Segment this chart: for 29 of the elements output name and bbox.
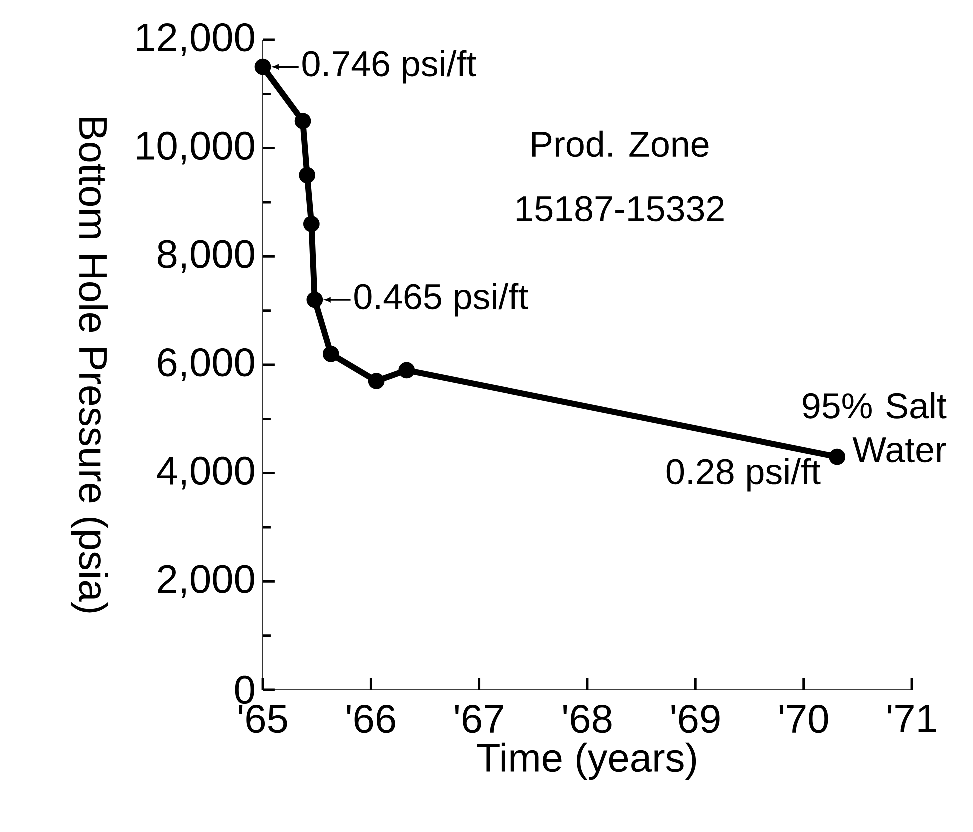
point bbox=[306, 292, 324, 308]
x-tick-label: '66 bbox=[347, 705, 396, 734]
annotation: 15187-15332 bbox=[516, 196, 724, 222]
y-tick-label: 6,000 bbox=[158, 348, 254, 382]
point bbox=[368, 373, 385, 390]
x-axis-title: Time (years) bbox=[477, 742, 696, 780]
y-tick-label: 12,000 bbox=[137, 24, 254, 56]
x-tick-label: '65 bbox=[239, 705, 288, 734]
point bbox=[299, 167, 316, 184]
y-tick-label: 2,000 bbox=[158, 565, 254, 598]
y-tick-label: 10,000 bbox=[137, 132, 254, 165]
annotation: Prod. Zone bbox=[532, 130, 709, 158]
y-tick-label: 0 bbox=[235, 676, 254, 704]
point bbox=[254, 58, 272, 76]
x-tick-label: '71 bbox=[888, 705, 936, 732]
y-axis-title: Bottom Hole Pressure (psia) bbox=[71, 118, 108, 613]
x-tick-label: '70 bbox=[780, 705, 828, 734]
point bbox=[398, 362, 416, 379]
y-tick-label: 8,000 bbox=[158, 240, 254, 274]
x-tick-label: '67 bbox=[455, 705, 504, 734]
point bbox=[829, 448, 846, 466]
x-tick-label: '68 bbox=[564, 705, 612, 734]
point bbox=[304, 216, 320, 232]
point bbox=[322, 346, 340, 362]
point bbox=[294, 113, 312, 130]
annotation: 0.465 psi/ft bbox=[354, 283, 528, 317]
annotation: 0.746 psi/ft bbox=[302, 50, 476, 84]
y-tick-label: 4,000 bbox=[157, 456, 254, 490]
x-tick-label: '69 bbox=[672, 705, 720, 734]
